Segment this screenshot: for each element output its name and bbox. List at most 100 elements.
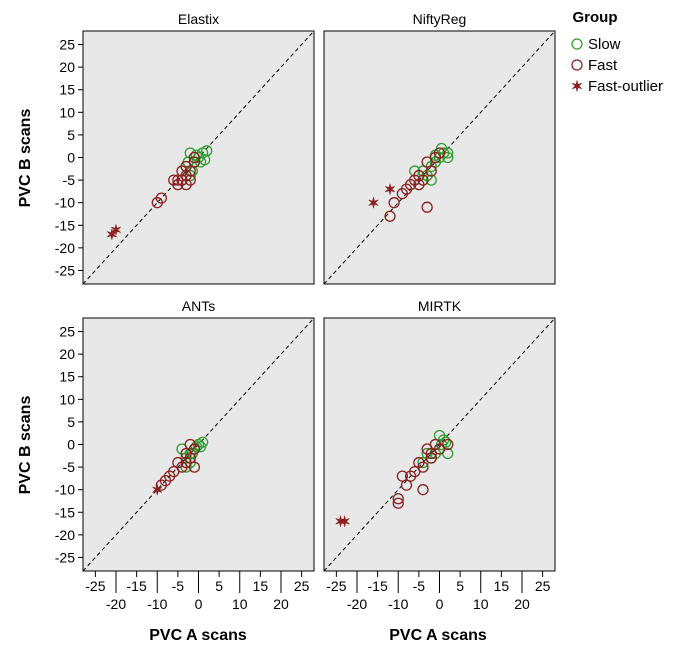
data-point (188, 151, 201, 164)
x-tick-label: -5 (172, 578, 185, 594)
x-tick-label: -10 (147, 596, 167, 612)
series-fast (155, 438, 201, 491)
data-point (400, 479, 413, 491)
data-point (404, 470, 417, 482)
data-point (392, 493, 404, 505)
y-tick-label: -25 (55, 262, 75, 278)
y-tick-label: 10 (59, 104, 75, 120)
data-point (440, 436, 452, 448)
x-tick-label: -20 (106, 596, 126, 612)
y-tick-label: -10 (55, 195, 75, 211)
data-point (396, 470, 409, 482)
data-point (172, 178, 184, 191)
x-tick-label: 25 (294, 578, 310, 594)
legend-marker (571, 38, 583, 50)
series-fast-outlier (152, 484, 163, 496)
data-point (384, 210, 396, 222)
data-point (190, 149, 203, 161)
x-tick-label: -5 (413, 578, 426, 594)
series-fast-outlier (335, 515, 350, 527)
x-tick-label: 10 (473, 596, 489, 612)
data-point (417, 484, 429, 496)
data-point (425, 174, 437, 186)
x-tick-label: 25 (535, 578, 551, 594)
legend-label: Fast-outlier (588, 78, 663, 95)
y-tick-label: -5 (63, 459, 76, 475)
axes-layer: 2520151050-5-10-15-20-252520151050-5-10-… (55, 37, 551, 612)
series-fast-outlier (368, 183, 395, 209)
x-tick-label: 20 (273, 596, 289, 612)
y-tick-label: 0 (67, 437, 75, 453)
data-point (188, 156, 201, 168)
data-point (155, 192, 168, 204)
y-tick-label: 20 (59, 59, 75, 75)
data-point (385, 183, 395, 195)
legend-item-slow: Slow (571, 36, 621, 53)
data-point (339, 515, 350, 527)
data-point (421, 201, 433, 213)
legend-item-fast: Fast (571, 57, 618, 74)
series-fast (392, 438, 454, 509)
legend-title: Group (573, 9, 618, 26)
panel-title: Elastix (178, 11, 219, 27)
data-point (425, 452, 437, 464)
legend: Group Slow Fast Fast-outlier (571, 9, 663, 95)
data-point (413, 178, 425, 191)
data-point (106, 228, 117, 240)
x-axis-label-right: PVC A scans (389, 627, 487, 644)
data-point (425, 165, 437, 177)
legend-label: Fast (588, 57, 618, 74)
x-tick-label: -25 (85, 578, 105, 594)
y-axis-label-bottom: PVC B scans (17, 396, 34, 495)
legend-item-fast-outlier: Fast-outlier (572, 78, 663, 95)
x-tick-label: 20 (514, 596, 530, 612)
y-tick-label: -20 (55, 240, 75, 256)
y-tick-label: -10 (55, 482, 75, 498)
legend-marker (572, 80, 582, 92)
y-tick-label: 0 (67, 150, 75, 166)
series-fast-outlier (106, 224, 121, 240)
y-tick-label: -20 (55, 527, 75, 543)
x-tick-label: 0 (195, 596, 203, 612)
x-tick-label: 5 (215, 578, 223, 594)
legend-marker (571, 59, 583, 71)
panel-mirtk: MIRTK (323, 298, 556, 572)
x-tick-label: -10 (388, 596, 408, 612)
y-tick-label: -25 (55, 549, 75, 565)
x-tick-label: -20 (347, 596, 367, 612)
y-tick-label: -15 (55, 504, 75, 520)
data-point (111, 224, 121, 236)
y-tick-label: 25 (59, 37, 75, 53)
data-point (172, 456, 184, 469)
y-tick-label: 10 (59, 391, 75, 407)
x-tick-label: -15 (368, 578, 388, 594)
data-point (194, 441, 207, 453)
data-point (184, 174, 196, 186)
series-fast (384, 147, 446, 222)
data-point (188, 461, 201, 473)
y-tick-label: 15 (59, 369, 75, 385)
data-point (392, 497, 404, 509)
legend-entries: Slow Fast Fast-outlier (571, 36, 663, 95)
panel-title: NiftyReg (413, 11, 467, 27)
panels-layer: Elastix NiftyReg ANTs MIRTK (82, 11, 556, 572)
x-tick-label: 0 (436, 596, 444, 612)
x-axis-label-left: PVC A scans (149, 627, 247, 644)
x-tick-label: 5 (456, 578, 464, 594)
x-tick-label: 15 (253, 578, 269, 594)
panel-niftyreg: NiftyReg (323, 11, 556, 285)
y-tick-label: 25 (59, 324, 75, 340)
data-point (388, 197, 400, 209)
legend-label: Slow (588, 36, 621, 53)
data-point (152, 484, 163, 496)
x-tick-label: 10 (232, 596, 248, 612)
data-point (396, 187, 409, 200)
data-point (413, 456, 425, 469)
x-tick-label: -25 (326, 578, 346, 594)
y-axis-label-top: PVC B scans (17, 109, 34, 208)
y-tick-label: 5 (67, 414, 75, 430)
y-tick-label: -5 (63, 172, 76, 188)
data-point (188, 443, 201, 455)
data-point (155, 479, 168, 491)
data-point (433, 443, 446, 455)
